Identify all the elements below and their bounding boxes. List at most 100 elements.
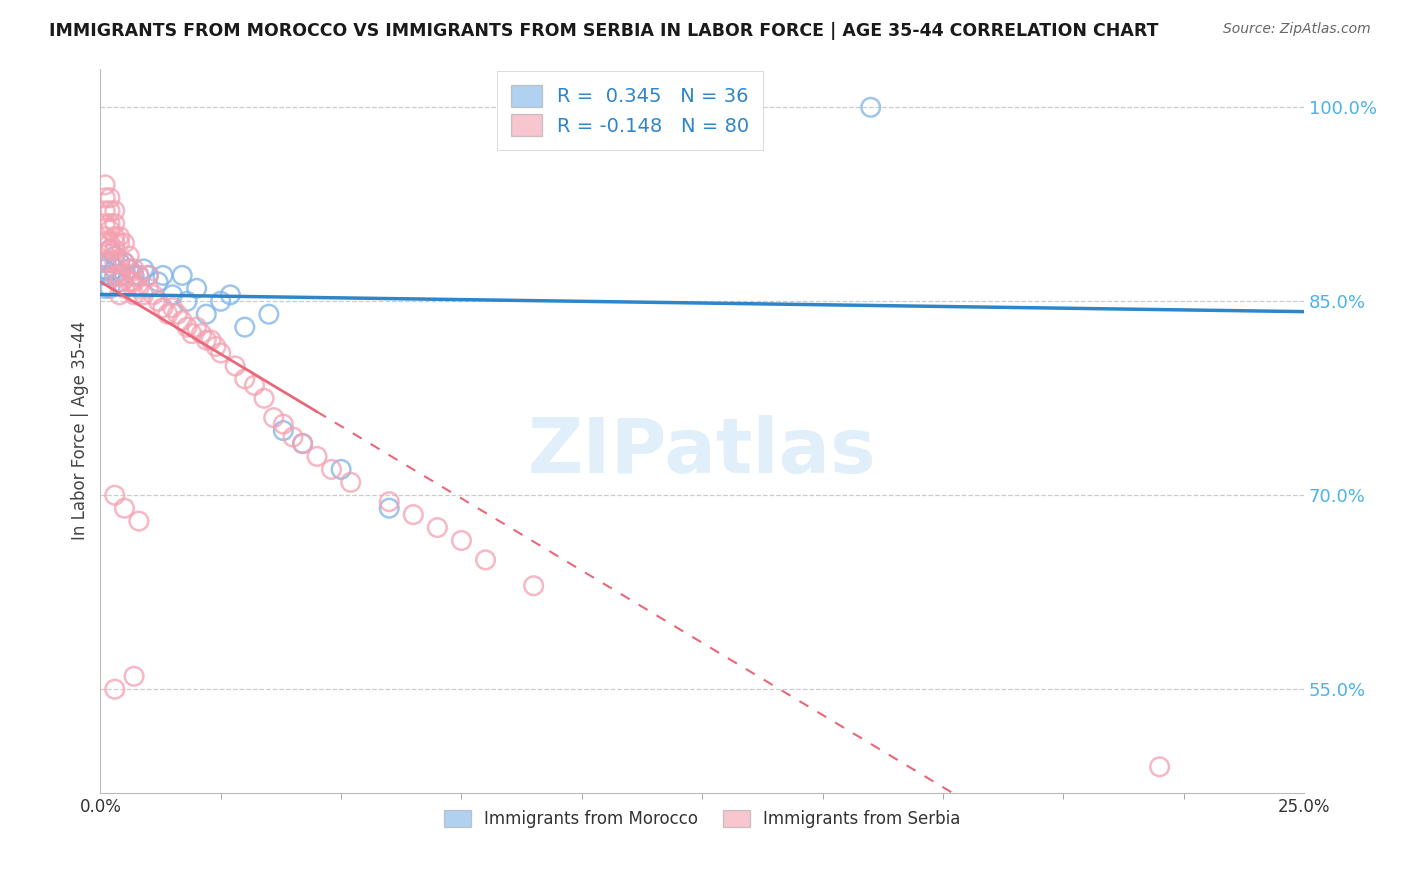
Point — [1149, 760, 1171, 774]
Point — [132, 288, 155, 302]
Point — [94, 217, 117, 231]
Point — [94, 255, 117, 269]
Point — [118, 262, 141, 277]
Point — [162, 301, 184, 315]
Point — [94, 255, 117, 269]
Point — [104, 255, 127, 269]
Point — [108, 255, 131, 269]
Point — [94, 191, 117, 205]
Point — [142, 288, 165, 302]
Point — [273, 424, 295, 438]
Point — [94, 178, 117, 192]
Point — [200, 333, 222, 347]
Point — [122, 288, 145, 302]
Point — [108, 236, 131, 251]
Point — [104, 262, 127, 277]
Point — [104, 203, 127, 218]
Point — [122, 669, 145, 683]
Point — [162, 288, 184, 302]
Point — [108, 275, 131, 289]
Point — [122, 262, 145, 277]
Point — [112, 501, 135, 516]
Point — [146, 275, 169, 289]
Point — [98, 243, 121, 257]
Point — [94, 236, 117, 251]
Point — [209, 294, 232, 309]
Point — [859, 100, 882, 114]
Point — [152, 268, 174, 283]
Point — [104, 217, 127, 231]
Point — [128, 281, 150, 295]
Point — [94, 229, 117, 244]
Point — [523, 579, 546, 593]
Point — [138, 268, 160, 283]
Point — [209, 346, 232, 360]
Point — [132, 262, 155, 277]
Point — [104, 682, 127, 697]
Point — [104, 243, 127, 257]
Point — [219, 288, 242, 302]
Point — [118, 262, 141, 277]
Point — [98, 203, 121, 218]
Point — [118, 275, 141, 289]
Point — [195, 307, 218, 321]
Point — [104, 236, 127, 251]
Point — [190, 326, 212, 341]
Point — [233, 372, 256, 386]
Point — [112, 255, 135, 269]
Point — [108, 268, 131, 283]
Point — [378, 494, 401, 508]
Point — [291, 436, 314, 450]
Point — [94, 281, 117, 295]
Point — [128, 268, 150, 283]
Point — [224, 359, 246, 373]
Point — [172, 313, 194, 327]
Point — [112, 268, 135, 283]
Point — [112, 281, 135, 295]
Point — [94, 203, 117, 218]
Point — [104, 249, 127, 263]
Point — [98, 255, 121, 269]
Point — [128, 268, 150, 283]
Point — [257, 307, 280, 321]
Point — [122, 275, 145, 289]
Point — [233, 320, 256, 334]
Point — [339, 475, 361, 490]
Point — [138, 268, 160, 283]
Point — [402, 508, 425, 522]
Point — [152, 301, 174, 315]
Point — [108, 275, 131, 289]
Point — [118, 249, 141, 263]
Point — [426, 520, 449, 534]
Legend: Immigrants from Morocco, Immigrants from Serbia: Immigrants from Morocco, Immigrants from… — [437, 804, 967, 835]
Point — [108, 229, 131, 244]
Point — [378, 501, 401, 516]
Point — [98, 223, 121, 237]
Point — [98, 268, 121, 283]
Point — [146, 294, 169, 309]
Point — [243, 378, 266, 392]
Point — [253, 391, 276, 405]
Point — [94, 268, 117, 283]
Point — [450, 533, 472, 548]
Point — [205, 339, 228, 353]
Text: IMMIGRANTS FROM MOROCCO VS IMMIGRANTS FROM SERBIA IN LABOR FORCE | AGE 35-44 COR: IMMIGRANTS FROM MOROCCO VS IMMIGRANTS FR… — [49, 22, 1159, 40]
Point — [108, 255, 131, 269]
Point — [104, 268, 127, 283]
Point — [186, 281, 208, 295]
Point — [98, 243, 121, 257]
Point — [176, 320, 198, 334]
Point — [104, 268, 127, 283]
Point — [330, 462, 353, 476]
Point — [176, 294, 198, 309]
Point — [108, 288, 131, 302]
Point — [156, 307, 179, 321]
Point — [104, 229, 127, 244]
Point — [112, 268, 135, 283]
Y-axis label: In Labor Force | Age 35-44: In Labor Force | Age 35-44 — [72, 321, 89, 541]
Point — [166, 307, 188, 321]
Point — [128, 514, 150, 528]
Point — [98, 281, 121, 295]
Point — [112, 236, 135, 251]
Text: Source: ZipAtlas.com: Source: ZipAtlas.com — [1223, 22, 1371, 37]
